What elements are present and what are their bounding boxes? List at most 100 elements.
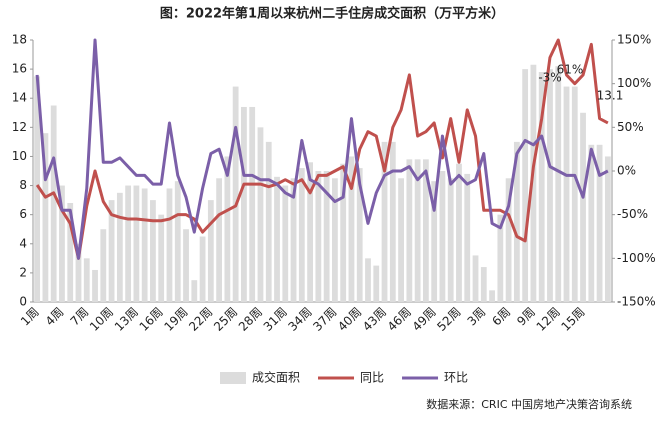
x-tick-label: 3周 — [465, 305, 489, 329]
bar — [298, 168, 305, 302]
bar — [588, 144, 595, 302]
y2-tick-label: 0% — [617, 164, 636, 178]
bar — [100, 229, 107, 302]
bar — [365, 258, 371, 302]
bar — [108, 200, 115, 302]
bar — [480, 267, 487, 302]
x-tick-label: 13周 — [112, 305, 141, 334]
chart-title: 图：2022年第1周以来杭州二手住房成交面积（万平方米） — [160, 6, 504, 22]
bar — [166, 188, 173, 302]
bar — [340, 163, 347, 302]
bar — [406, 159, 413, 302]
bar — [34, 76, 41, 302]
y-tick-label: 14 — [12, 91, 27, 105]
legend-label: 环比 — [444, 371, 468, 385]
x-tick-label: 31周 — [261, 305, 290, 334]
x-tick-label: 37周 — [310, 305, 339, 334]
bar — [282, 185, 289, 302]
y2-tick-label: -100% — [617, 251, 656, 265]
annotation: -3% — [538, 71, 561, 85]
line — [35, 38, 609, 260]
bar — [191, 280, 198, 302]
bar — [274, 176, 280, 302]
x-tick-label: 15周 — [558, 305, 587, 334]
bar — [199, 236, 206, 302]
x-tick-label: 25周 — [211, 305, 240, 334]
bar — [183, 229, 189, 302]
legend-label: 成交面积 — [252, 370, 300, 385]
bar — [522, 69, 529, 302]
x-tick-label: 52周 — [434, 305, 463, 334]
annotation: 13.1 — [597, 89, 624, 103]
bar — [150, 200, 156, 302]
bar — [125, 185, 132, 302]
y2-tick-label: -50% — [617, 207, 648, 221]
bar — [315, 171, 322, 302]
x-tick-label: 19周 — [161, 305, 190, 334]
bar — [447, 178, 454, 302]
bar — [356, 168, 363, 302]
source: 数据来源：CRIC 中国房地产决策咨询系统 — [426, 397, 632, 411]
y2-tick-label: 150% — [617, 33, 651, 47]
bar — [290, 178, 297, 302]
bar — [75, 243, 82, 302]
annotation: 61% — [557, 63, 584, 77]
x-tick-label: 49周 — [410, 305, 439, 334]
bar — [464, 173, 471, 302]
y-tick-label: 2 — [19, 265, 27, 279]
y-tick-label: 4 — [19, 236, 27, 250]
bar — [414, 159, 421, 302]
bar — [580, 112, 586, 303]
bar — [332, 178, 338, 302]
bar — [555, 66, 562, 302]
y2-tick-label: -150% — [617, 295, 656, 309]
bar — [67, 203, 74, 302]
bar — [604, 156, 611, 302]
bar — [596, 144, 603, 302]
y-tick-label: 16 — [12, 62, 27, 76]
x-tick-label: 16周 — [137, 305, 166, 334]
y-tick-label: 8 — [19, 178, 27, 192]
bar — [431, 181, 438, 302]
bar — [50, 105, 57, 302]
legend-swatch — [220, 372, 246, 384]
bar — [489, 290, 495, 302]
bar — [422, 159, 429, 302]
line — [35, 38, 609, 260]
y2-tick-label: 100% — [617, 76, 651, 90]
bar — [513, 141, 520, 302]
bar — [59, 185, 65, 302]
y-tick-label: 10 — [12, 149, 27, 163]
bar — [265, 141, 272, 302]
x-tick-label: 46周 — [385, 305, 414, 334]
bar — [257, 127, 264, 302]
bar — [547, 69, 553, 302]
x-tick-label: 4周 — [43, 305, 67, 329]
bar — [472, 255, 479, 302]
bar — [456, 163, 462, 302]
bar — [538, 72, 545, 303]
bar — [216, 178, 223, 302]
bar — [571, 86, 578, 302]
x-tick-label: 34周 — [285, 305, 314, 334]
bar — [224, 156, 231, 302]
bar — [323, 171, 330, 302]
x-tick-label: 22周 — [186, 305, 215, 334]
x-tick-label: 28周 — [236, 305, 265, 334]
y-tick-label: 0 — [19, 295, 27, 309]
bar — [505, 178, 512, 302]
x-tick-label: 12周 — [534, 305, 563, 334]
bar — [207, 200, 214, 302]
bar — [158, 214, 165, 302]
bar — [307, 162, 313, 302]
bar — [92, 269, 98, 302]
bar — [241, 106, 247, 302]
bar — [348, 156, 355, 302]
bar — [232, 86, 239, 302]
bar — [141, 188, 148, 302]
x-tick-label: 6周 — [489, 305, 513, 329]
bar — [398, 178, 404, 302]
bar — [249, 106, 256, 302]
y2-tick-label: 50% — [617, 120, 644, 134]
